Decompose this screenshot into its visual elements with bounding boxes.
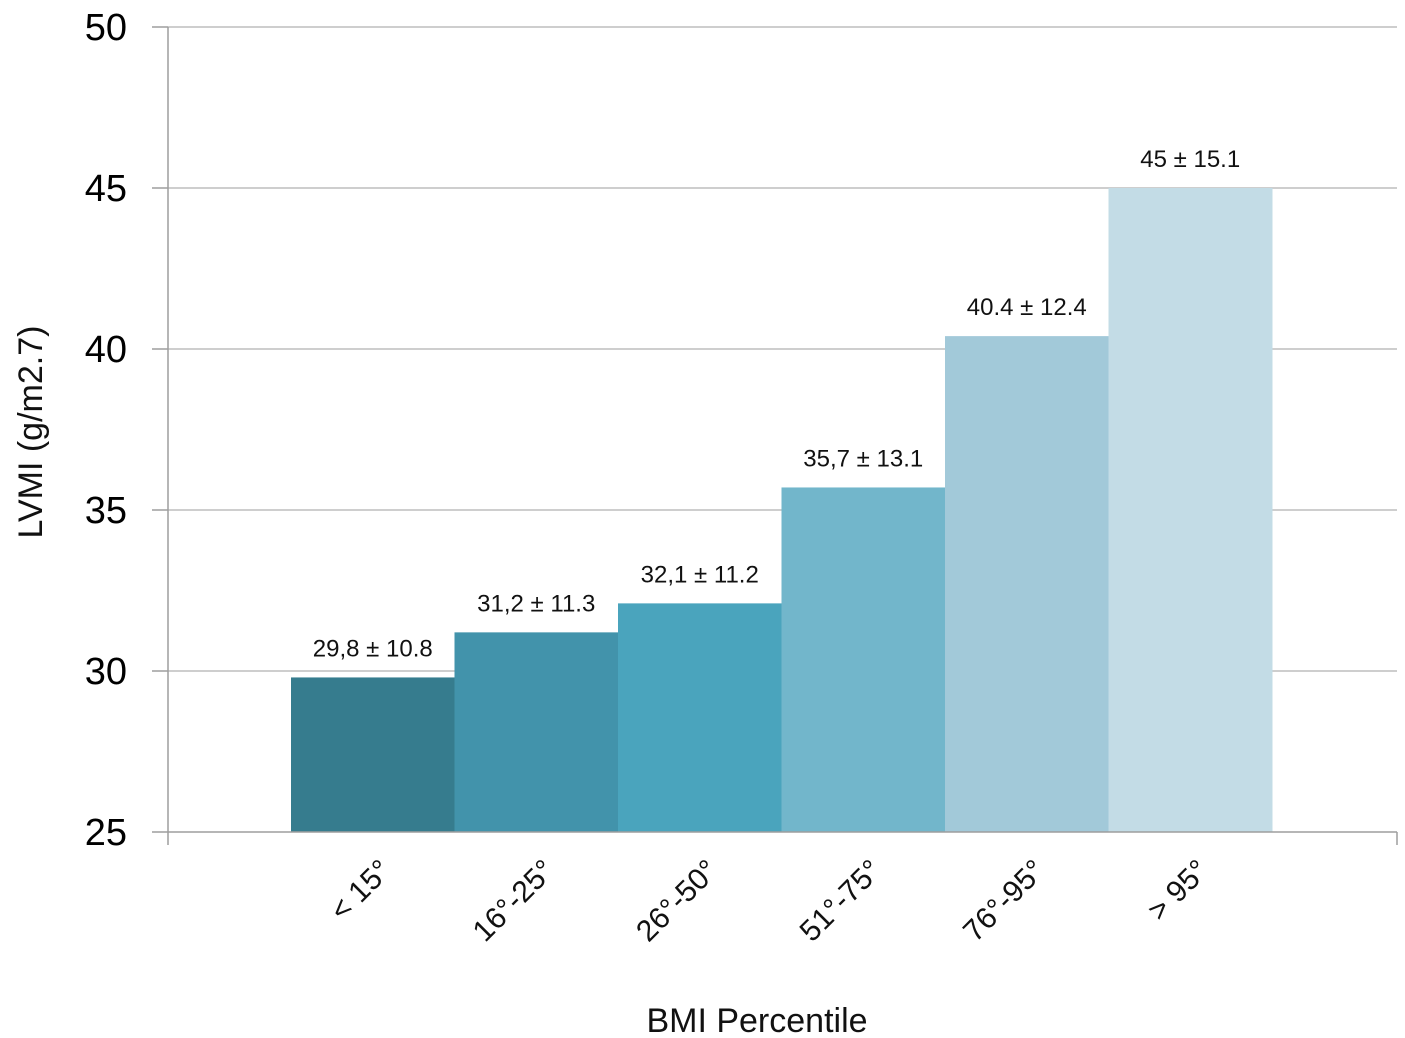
- y-tick-label: 30: [85, 651, 127, 693]
- x-tick-label: > 95°: [1141, 854, 1215, 928]
- bar: [945, 336, 1109, 832]
- y-tick-label: 40: [85, 329, 127, 371]
- x-tick-label: 76°-95°: [957, 854, 1052, 949]
- bar: [1108, 188, 1273, 832]
- data-label: 45 ± 15.1: [1140, 146, 1240, 173]
- data-label: 40.4 ± 12.4: [967, 294, 1087, 321]
- bar: [781, 487, 946, 832]
- y-tick-label: 50: [85, 7, 127, 49]
- bar: [291, 677, 455, 832]
- axes-group: [152, 26, 1398, 845]
- data-label: 29,8 ± 10.8: [313, 635, 433, 662]
- x-tick-label: 16°-25°: [467, 854, 562, 949]
- x-tick-label: 51°-75°: [794, 854, 889, 949]
- y-tick-label: 25: [85, 812, 127, 854]
- y-axis-title: LVMI (g/m2.7): [12, 326, 50, 539]
- y-tick-label: 45: [85, 168, 127, 210]
- bar: [454, 632, 619, 832]
- data-label: 35,7 ± 13.1: [803, 445, 923, 472]
- x-tick-label: 26°-50°: [630, 854, 725, 949]
- x-tick-label: < 15°: [324, 854, 398, 928]
- data-label: 32,1 ± 11.2: [641, 561, 759, 588]
- bar: [618, 603, 782, 832]
- bars-group: [291, 188, 1273, 832]
- y-tick-label: 35: [85, 490, 127, 532]
- data-label: 31,2 ± 11.3: [477, 590, 595, 617]
- x-axis-title: BMI Percentile: [646, 1002, 867, 1038]
